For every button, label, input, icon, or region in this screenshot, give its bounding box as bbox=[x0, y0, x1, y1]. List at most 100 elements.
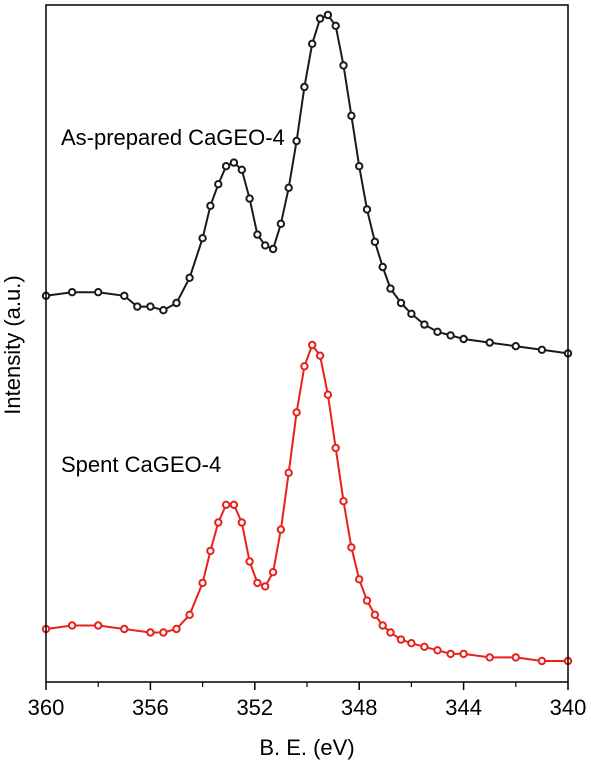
series-labels: As-prepared CaGEO-4 Spent CaGEO-4 bbox=[61, 125, 285, 477]
data-point bbox=[268, 244, 278, 254]
data-point bbox=[206, 546, 215, 556]
data-point bbox=[378, 621, 387, 630]
data-point bbox=[355, 162, 364, 171]
data-point bbox=[386, 284, 395, 293]
data-point bbox=[245, 194, 254, 203]
data-point bbox=[172, 298, 181, 308]
data-point bbox=[237, 165, 247, 175]
x-tick-label: 352 bbox=[236, 695, 273, 720]
data-point bbox=[276, 219, 286, 229]
data-point bbox=[146, 628, 155, 637]
data-point bbox=[261, 582, 270, 591]
data-point bbox=[370, 237, 380, 247]
series-label-spent: Spent CaGEO-4 bbox=[61, 452, 221, 477]
x-axis-title: B. E. (eV) bbox=[259, 735, 354, 760]
data-point bbox=[67, 621, 77, 630]
data-point bbox=[284, 468, 293, 477]
data-point bbox=[347, 543, 356, 552]
data-point bbox=[120, 291, 129, 300]
data-point bbox=[229, 500, 239, 509]
data-point bbox=[511, 653, 520, 662]
data-point bbox=[378, 262, 387, 272]
data-point bbox=[433, 646, 442, 655]
data-point bbox=[146, 302, 155, 311]
data-point bbox=[67, 288, 77, 297]
data-point bbox=[446, 331, 455, 340]
data-point bbox=[206, 201, 215, 211]
data-point bbox=[331, 443, 340, 453]
data-point bbox=[237, 518, 247, 527]
series-0 bbox=[41, 10, 573, 358]
data-point bbox=[229, 158, 239, 167]
series-label-as-prepared: As-prepared CaGEO-4 bbox=[61, 125, 285, 150]
data-point bbox=[159, 628, 168, 637]
data-point bbox=[355, 575, 364, 584]
data-point bbox=[315, 14, 325, 23]
x-axis-ticks: 360 356 352 348 344 340 bbox=[28, 682, 587, 720]
data-point bbox=[185, 610, 194, 619]
data-point bbox=[94, 288, 103, 297]
data-point bbox=[276, 525, 286, 534]
data-point bbox=[420, 642, 429, 651]
y-axis-title: Intensity (a.u.) bbox=[0, 275, 25, 414]
data-point bbox=[339, 61, 348, 70]
data-point bbox=[308, 340, 317, 350]
data-point bbox=[221, 162, 231, 171]
data-point bbox=[284, 183, 293, 193]
data-point bbox=[485, 653, 494, 662]
data-point bbox=[446, 649, 455, 659]
data-point bbox=[347, 111, 356, 121]
data-point bbox=[433, 327, 442, 336]
data-point bbox=[253, 230, 262, 239]
x-tick-label: 360 bbox=[28, 695, 65, 720]
data-point bbox=[159, 306, 168, 315]
data-point bbox=[245, 557, 254, 566]
data-point bbox=[198, 578, 207, 588]
data-point bbox=[537, 656, 547, 666]
data-point bbox=[221, 500, 231, 509]
data-point bbox=[396, 635, 406, 644]
x-tick-label: 348 bbox=[341, 695, 378, 720]
data-point bbox=[214, 518, 223, 527]
data-point bbox=[133, 302, 142, 311]
data-point bbox=[323, 390, 333, 399]
data-point bbox=[300, 362, 309, 371]
data-point bbox=[339, 497, 348, 506]
data-point bbox=[362, 205, 372, 214]
data-point bbox=[485, 338, 494, 347]
data-point bbox=[323, 10, 333, 20]
data-point bbox=[315, 351, 325, 360]
data-point bbox=[362, 596, 372, 605]
data-point bbox=[407, 309, 416, 318]
data-point bbox=[253, 578, 262, 588]
data-point bbox=[172, 624, 181, 634]
data-point bbox=[214, 180, 223, 189]
data-point bbox=[94, 621, 103, 630]
data-point bbox=[459, 649, 468, 659]
x-tick-label: 344 bbox=[445, 695, 482, 720]
data-point bbox=[396, 298, 406, 308]
data-point bbox=[185, 273, 194, 282]
data-point bbox=[386, 628, 395, 637]
data-point bbox=[198, 234, 207, 243]
x-tick-label: 356 bbox=[132, 695, 169, 720]
data-point bbox=[537, 345, 547, 354]
data-point bbox=[331, 21, 340, 30]
data-point bbox=[300, 82, 309, 92]
data-point bbox=[268, 568, 278, 577]
series-1 bbox=[41, 340, 573, 666]
data-point bbox=[370, 610, 380, 619]
data-point bbox=[407, 639, 416, 648]
x-tick-label: 340 bbox=[550, 695, 587, 720]
series-layer bbox=[41, 10, 573, 666]
data-point bbox=[120, 624, 129, 634]
data-point bbox=[308, 39, 317, 48]
data-point bbox=[261, 241, 270, 250]
data-point bbox=[292, 136, 301, 146]
data-point bbox=[459, 334, 468, 344]
data-point bbox=[292, 408, 301, 417]
data-point bbox=[420, 320, 429, 329]
data-point bbox=[511, 342, 520, 351]
